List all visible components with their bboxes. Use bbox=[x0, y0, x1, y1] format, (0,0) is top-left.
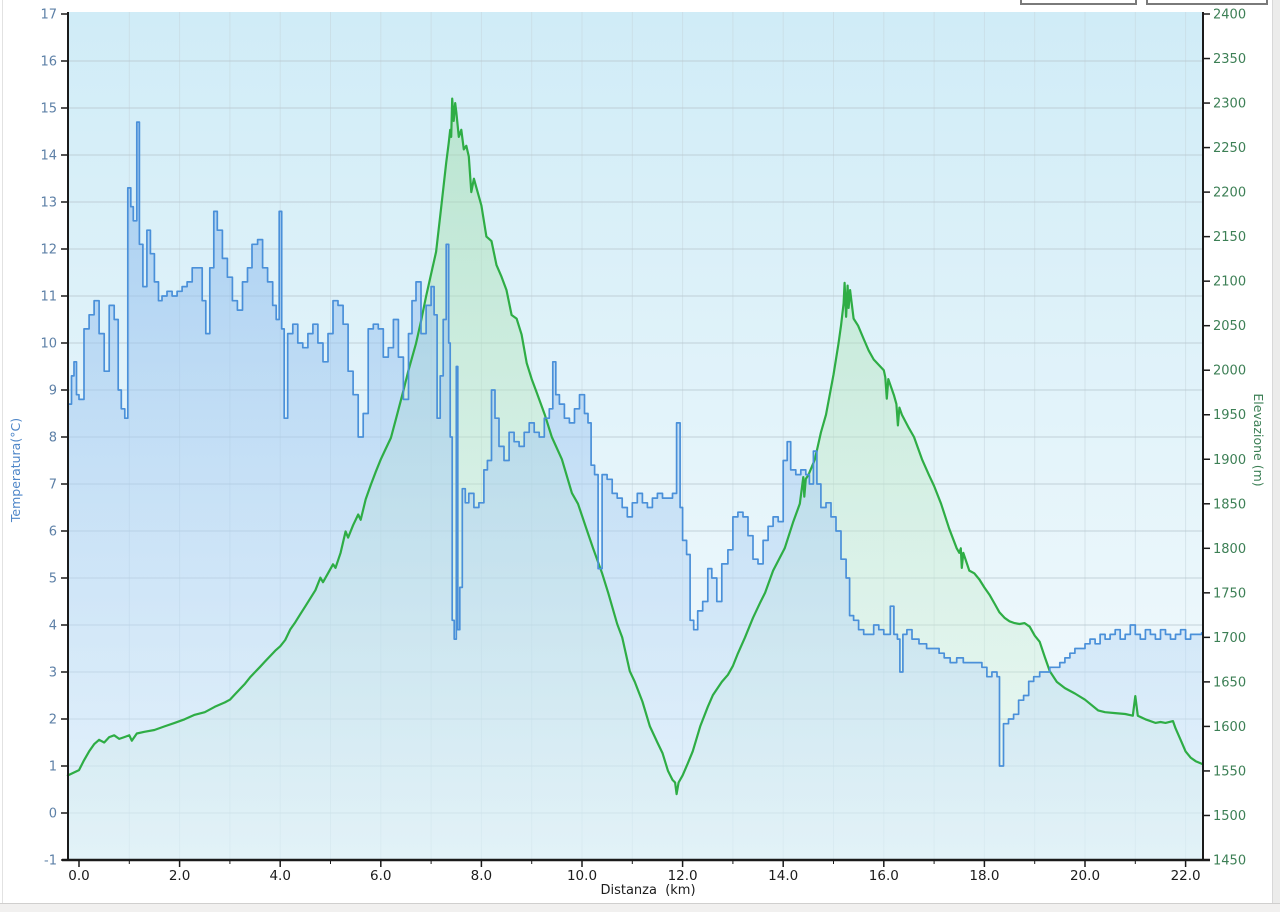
x-axis-tick-label: 14.0 bbox=[768, 868, 798, 884]
left-axis-tick-label: 10 bbox=[40, 337, 57, 352]
left-axis-tick-label: 16 bbox=[40, 55, 57, 70]
x-axis-tick-label: 18.0 bbox=[969, 868, 999, 884]
right-axis-tick-label: 2150 bbox=[1213, 230, 1246, 245]
x-axis-tick-label: 16.0 bbox=[869, 868, 899, 884]
left-axis-title: Temperatura(°C) bbox=[8, 418, 23, 523]
right-axis-tick-label: 1550 bbox=[1213, 764, 1246, 779]
right-axis-tick-label: 2000 bbox=[1213, 364, 1246, 379]
right-axis-tick-label: 2400 bbox=[1213, 8, 1246, 23]
left-axis-tick-label: 1 bbox=[49, 760, 57, 775]
right-axis-tick-label: 2100 bbox=[1213, 275, 1246, 290]
x-axis-tick-label: 8.0 bbox=[471, 868, 492, 884]
right-axis-tick-label: 1650 bbox=[1213, 675, 1246, 690]
right-axis-tick-label: 2350 bbox=[1213, 52, 1246, 67]
x-axis-tick-label: 4.0 bbox=[269, 868, 290, 884]
right-axis-tick-label: 2300 bbox=[1213, 97, 1246, 112]
temperature-series-line bbox=[67, 121, 1203, 767]
left-axis-tick-label: 8 bbox=[49, 431, 57, 446]
right-axis-tick-label: 1700 bbox=[1213, 631, 1246, 646]
x-axis-tick-label: 20.0 bbox=[1070, 868, 1100, 884]
right-axis-tick-label: 1800 bbox=[1213, 542, 1246, 557]
right-axis-tick-label: 2200 bbox=[1213, 186, 1246, 201]
left-axis-tick-label: 2 bbox=[49, 713, 57, 728]
left-axis-tick-label: 4 bbox=[49, 619, 57, 634]
right-axis-tick-label: 1900 bbox=[1213, 453, 1246, 468]
right-axis-tick-label: 2250 bbox=[1213, 141, 1246, 156]
x-axis-tick-label: 0.0 bbox=[68, 868, 89, 884]
left-axis-tick-label: 12 bbox=[40, 243, 57, 258]
right-axis-tick-label: 1600 bbox=[1213, 720, 1246, 735]
x-axis-tick-label: 2.0 bbox=[169, 868, 190, 884]
x-axis-tick-label: 6.0 bbox=[370, 868, 391, 884]
left-axis-tick-label: 14 bbox=[40, 149, 57, 164]
cutoff-toolbar-control-2[interactable] bbox=[1146, 0, 1268, 5]
left-axis-tick-label: 0 bbox=[49, 807, 57, 822]
x-axis-title: Distanza (km) bbox=[600, 883, 695, 898]
right-axis-title: Elevazione (m) bbox=[1251, 393, 1266, 486]
left-axis-tick-label: 7 bbox=[49, 478, 57, 493]
right-axis-tick-label: 1950 bbox=[1213, 408, 1246, 423]
left-axis-tick-label: 9 bbox=[49, 384, 57, 399]
left-axis-tick-label: 5 bbox=[49, 572, 57, 587]
right-axis-tick-label: 1750 bbox=[1213, 586, 1246, 601]
plot-area: 17161514131211109876543210-1240023502300… bbox=[40, 8, 1246, 885]
left-axis-tick-label: 13 bbox=[40, 196, 57, 211]
temperature-series-area bbox=[67, 122, 1202, 861]
left-axis-tick-label: 17 bbox=[40, 8, 57, 23]
cutoff-toolbar-control-1[interactable] bbox=[1020, 0, 1137, 5]
left-axis-tick-label: 6 bbox=[49, 525, 57, 540]
right-axis-tick-label: 2050 bbox=[1213, 319, 1246, 334]
window-edge-strip bbox=[1272, 0, 1280, 912]
footer-strip bbox=[0, 903, 1280, 912]
left-axis-tick-label: 3 bbox=[49, 666, 57, 681]
panel-left-border bbox=[2, 0, 3, 903]
right-axis-tick-label: 1850 bbox=[1213, 497, 1246, 512]
right-axis-tick-label: 1500 bbox=[1213, 809, 1246, 824]
left-axis-tick-label: 11 bbox=[40, 290, 57, 305]
left-axis-tick-label: 15 bbox=[40, 102, 57, 117]
x-axis-tick-label: 10.0 bbox=[567, 868, 597, 884]
x-axis-tick-label: 12.0 bbox=[668, 868, 698, 884]
right-axis-tick-label: 1450 bbox=[1213, 854, 1246, 869]
left-axis-tick-label: -1 bbox=[44, 854, 57, 869]
x-axis-tick-label: 22.0 bbox=[1171, 868, 1201, 884]
elevation-series-line bbox=[66, 97, 1203, 796]
